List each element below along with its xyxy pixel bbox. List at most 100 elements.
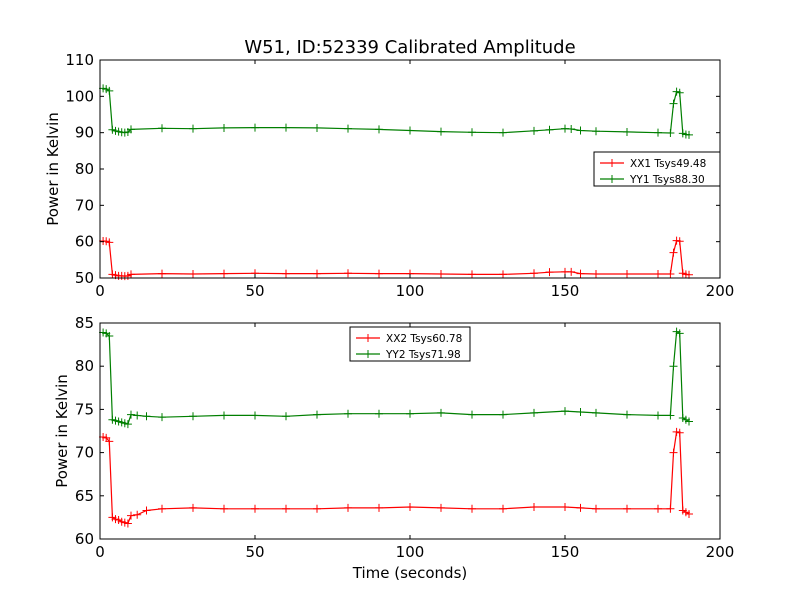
- top-series-2-point: [592, 127, 600, 136]
- bottom-series-1-point: [142, 506, 151, 515]
- top-y-tick-label: 90: [75, 124, 94, 142]
- bottom-series-2-point: [406, 409, 414, 418]
- top-series-2-point: [576, 126, 585, 135]
- bottom-series-1-point: [468, 504, 476, 513]
- bottom-series-2-point: [468, 410, 476, 419]
- top-series-1-point: [669, 248, 678, 257]
- top-series-2-point: [344, 124, 352, 133]
- top-series-2-point: [220, 123, 228, 132]
- bottom-series-1-point: [282, 504, 290, 513]
- bottom-series-2-point: [623, 410, 631, 419]
- top-series-1-point: [220, 269, 228, 278]
- top-series-2-point: [282, 123, 290, 132]
- top-series-1-point: [576, 269, 585, 278]
- top-legend-label-2: YY1 Tsys88.30: [629, 174, 705, 186]
- top-series-1-point: [592, 270, 600, 279]
- bottom-series-1-point: [105, 437, 114, 446]
- top-series-marks: [99, 84, 693, 281]
- top-x-tick-label: 150: [551, 282, 580, 300]
- bottom-y-tick-label: 80: [75, 357, 94, 375]
- top-y-tick-label: 110: [65, 51, 94, 69]
- bottom-axis-ticks: 0 50 100 150 200 60 65 70 75 80 85: [75, 314, 734, 561]
- top-x-tick-label: 0: [95, 282, 105, 300]
- bottom-series-2-point: [220, 411, 228, 420]
- top-series-1-point: [375, 269, 383, 278]
- bottom-series-1-point: [220, 504, 228, 513]
- bottom-series-1-point: [666, 504, 675, 513]
- bottom-series-2-point: [437, 408, 445, 417]
- top-series-2-point: [313, 123, 321, 132]
- top-series-2-point: [654, 128, 662, 137]
- top-series-1-point: [127, 270, 135, 279]
- bottom-series-2-point: [530, 408, 538, 417]
- top-series-2-point: [127, 125, 135, 134]
- bottom-series-2-point: [592, 408, 600, 417]
- top-y-axis-label: Power in Kelvin: [44, 112, 62, 226]
- top-y-tick-label: 60: [75, 233, 94, 251]
- bottom-series-2-point: [282, 412, 290, 421]
- top-series-1-point: [313, 269, 321, 278]
- bottom-series-2-point: [313, 410, 321, 419]
- bottom-series-2-point: [105, 331, 114, 340]
- top-series-2-point: [567, 125, 576, 134]
- bottom-legend: XX2 Tsys60.78 YY2 Tsys71.98: [349, 326, 471, 362]
- bottom-x-tick-label: 100: [396, 543, 425, 561]
- top-series-1-point: [675, 237, 684, 246]
- bottom-series-2-point: [576, 407, 585, 416]
- bottom-x-tick-label: 200: [706, 543, 735, 561]
- top-series-2-point: [666, 129, 675, 138]
- bottom-series-1-point: [576, 503, 585, 512]
- bottom-y-tick-label: 65: [75, 487, 94, 505]
- top-x-tick-label: 50: [245, 282, 264, 300]
- top-series-2-point: [530, 126, 538, 135]
- bottom-panel: 0 50 100 150 200 60 65 70 75 80 85 Power in Kelvin…: [53, 314, 734, 561]
- top-series-2-point: [685, 130, 693, 139]
- bottom-series-1-point: [675, 428, 684, 437]
- top-y-tick-label: 70: [75, 196, 94, 214]
- top-series-1-point: [530, 269, 538, 278]
- bottom-legend-box: [349, 326, 471, 362]
- bottom-series-1-point: [530, 503, 538, 512]
- bottom-legend-marker-2: [364, 350, 372, 358]
- top-series-2-point: [251, 123, 259, 132]
- bottom-series-1-point: [437, 503, 445, 512]
- bottom-series-2-point: [344, 409, 352, 418]
- top-legend: XX1 Tsys49.48 YY1 Tsys88.30: [593, 151, 721, 187]
- top-series-2-point: [499, 128, 507, 137]
- bottom-series-1-point: [654, 504, 662, 513]
- top-series-2-point: [189, 124, 197, 133]
- bottom-y-axis-label: Power in Kelvin: [53, 374, 71, 488]
- top-series-1-point: [545, 268, 554, 277]
- bottom-series-1-point: [123, 519, 132, 528]
- bottom-x-tick-label: 150: [551, 543, 580, 561]
- top-series-2-point: [375, 125, 383, 134]
- bottom-series-2-point: [499, 410, 507, 419]
- top-series-2-point: [105, 86, 114, 95]
- bottom-series-1-point: [133, 510, 142, 519]
- bottom-series-2-point: [654, 411, 662, 420]
- bottom-y-tick-label: 60: [75, 530, 94, 548]
- bottom-series-2-point: [675, 329, 684, 338]
- top-series-1-point: [567, 267, 576, 276]
- bottom-series-2-point: [669, 362, 678, 371]
- x-axis-label: Time (seconds): [352, 564, 468, 582]
- bottom-series-2-point: [158, 413, 166, 422]
- bottom-series-1-point: [623, 504, 631, 513]
- top-y-tick-label: 100: [65, 87, 94, 105]
- top-y-tick-label: 80: [75, 160, 94, 178]
- bottom-series-2-point: [142, 412, 151, 421]
- bottom-legend-marker-1: [364, 334, 372, 342]
- top-series-1-point: [344, 269, 352, 278]
- bottom-series-1-point: [313, 504, 321, 513]
- top-series-1-point: [282, 269, 290, 278]
- top-series-1-point: [666, 270, 675, 279]
- bottom-legend-label-2: YY2 Tsys71.98: [385, 349, 461, 361]
- top-series-2-point: [406, 126, 414, 135]
- top-legend-box: [593, 151, 721, 187]
- bottom-series-2-point: [123, 420, 132, 429]
- bottom-series-1-point: [499, 504, 507, 513]
- top-series-2-point: [669, 99, 678, 108]
- top-series-2-point: [675, 88, 684, 97]
